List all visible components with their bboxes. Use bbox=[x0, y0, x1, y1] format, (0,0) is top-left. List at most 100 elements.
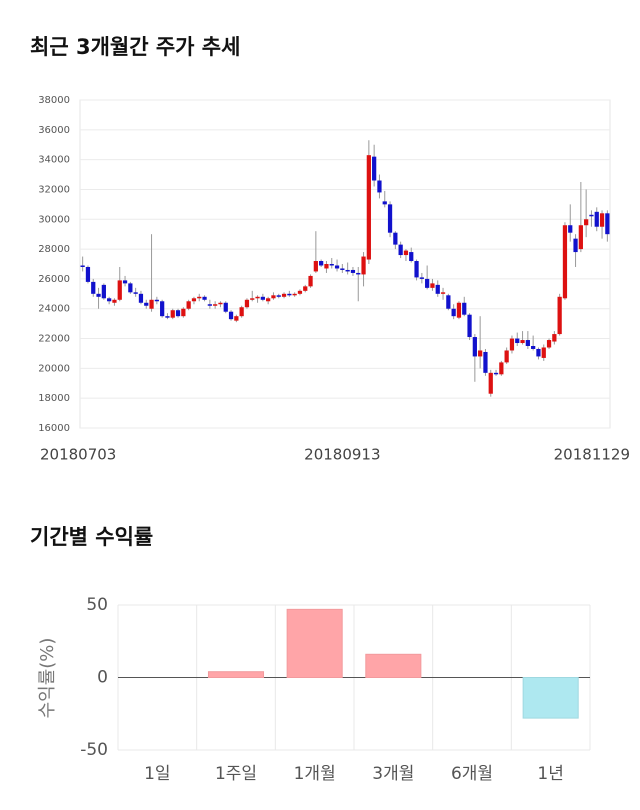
y-tick-label: 18000 bbox=[38, 393, 70, 404]
chart-title: 최근 3개월간 주가 추세 bbox=[30, 35, 240, 59]
candle-body bbox=[488, 372, 493, 394]
candle-body bbox=[584, 219, 589, 226]
candle-body bbox=[409, 252, 414, 262]
candle-body bbox=[546, 340, 552, 348]
y-tick-label: -50 bbox=[80, 740, 108, 760]
candle-body bbox=[276, 295, 281, 297]
candle-body bbox=[165, 316, 170, 318]
candle-body bbox=[467, 314, 472, 338]
y-tick-label: 0 bbox=[97, 668, 108, 688]
candle-body bbox=[589, 214, 594, 217]
candle-body bbox=[170, 310, 175, 318]
candle-body bbox=[160, 301, 165, 317]
candle-body bbox=[414, 261, 419, 278]
candle-body bbox=[493, 372, 499, 375]
candle-body bbox=[218, 302, 223, 305]
candle-body bbox=[382, 201, 387, 205]
candle-body bbox=[197, 296, 202, 299]
candle-body bbox=[202, 296, 207, 300]
candle-body bbox=[80, 265, 85, 267]
candle-body bbox=[557, 296, 562, 335]
x-tick-label: 6개월 bbox=[451, 764, 493, 784]
x-tick-label: 3개월 bbox=[372, 764, 414, 784]
candle-body bbox=[260, 296, 265, 300]
candle-body bbox=[531, 346, 536, 349]
candle-body bbox=[398, 244, 403, 256]
candle-body bbox=[525, 340, 530, 346]
candle-body bbox=[313, 261, 318, 272]
bar bbox=[522, 677, 579, 719]
candle-body bbox=[266, 298, 271, 302]
candle-body bbox=[356, 272, 361, 275]
candle-body bbox=[91, 281, 96, 294]
candle-body bbox=[435, 284, 440, 294]
candle-body bbox=[308, 275, 313, 287]
x-tick-label: 20180913 bbox=[304, 446, 380, 464]
candle-body bbox=[594, 211, 599, 227]
x-tick-label: 1개월 bbox=[294, 764, 336, 784]
candle-body bbox=[96, 293, 101, 297]
candle-body bbox=[175, 310, 181, 317]
candle-body bbox=[509, 338, 515, 351]
candle-body bbox=[605, 213, 610, 235]
candle-body bbox=[297, 290, 303, 294]
candle-body bbox=[552, 334, 557, 342]
y-tick-label: 22000 bbox=[38, 334, 70, 345]
candle-body bbox=[154, 299, 159, 302]
candle-body bbox=[85, 266, 91, 282]
y-tick-label: 50 bbox=[86, 595, 108, 615]
x-tick-label: 1년 bbox=[537, 764, 563, 784]
candle-body bbox=[366, 155, 371, 260]
x-tick-label: 20181129 bbox=[554, 446, 630, 464]
y-tick-label: 32000 bbox=[38, 184, 70, 195]
candle-body bbox=[112, 299, 117, 303]
candle-body bbox=[133, 292, 138, 294]
candle-body bbox=[425, 278, 430, 288]
bar bbox=[207, 671, 265, 679]
candle-body bbox=[440, 292, 446, 294]
candle-body bbox=[228, 311, 234, 320]
y-tick-label: 16000 bbox=[38, 423, 70, 434]
bar bbox=[365, 653, 422, 678]
y-tick-label: 20000 bbox=[38, 363, 70, 374]
candle-body bbox=[472, 337, 477, 357]
candle-body bbox=[271, 295, 276, 299]
candle-body bbox=[239, 307, 244, 317]
candle-body bbox=[499, 362, 504, 375]
candle-body bbox=[181, 308, 186, 317]
candle-body bbox=[403, 250, 409, 256]
y-tick-label: 30000 bbox=[38, 214, 70, 225]
y-tick-label: 28000 bbox=[38, 244, 70, 255]
candle-body bbox=[372, 156, 377, 181]
candle-body bbox=[419, 277, 424, 279]
candle-body bbox=[541, 347, 546, 358]
candle-body bbox=[536, 348, 541, 357]
candle-body bbox=[117, 280, 122, 300]
candle-body bbox=[393, 232, 398, 245]
candle-body bbox=[361, 256, 366, 275]
candle-body bbox=[213, 304, 218, 306]
candle-body bbox=[478, 350, 483, 357]
candle-body bbox=[562, 225, 568, 299]
candle-body bbox=[340, 268, 345, 270]
candle-body bbox=[138, 293, 144, 303]
candle-body bbox=[334, 265, 340, 269]
candle-body bbox=[250, 298, 255, 300]
candle-body bbox=[573, 238, 578, 253]
candle-body bbox=[324, 264, 329, 269]
candle-body bbox=[223, 302, 228, 312]
candle-body bbox=[446, 295, 451, 309]
candle-body bbox=[350, 269, 356, 273]
candle-body bbox=[483, 351, 488, 373]
x-tick-label: 20180703 bbox=[40, 446, 116, 464]
candle-body bbox=[207, 304, 212, 306]
candle-body bbox=[515, 338, 520, 344]
candle-body bbox=[186, 301, 191, 309]
candle-body bbox=[462, 302, 467, 315]
candle-body bbox=[456, 302, 462, 318]
plot-area bbox=[79, 99, 611, 429]
candle-body bbox=[319, 261, 324, 266]
candle-body bbox=[430, 283, 435, 288]
candle-body bbox=[387, 204, 393, 233]
